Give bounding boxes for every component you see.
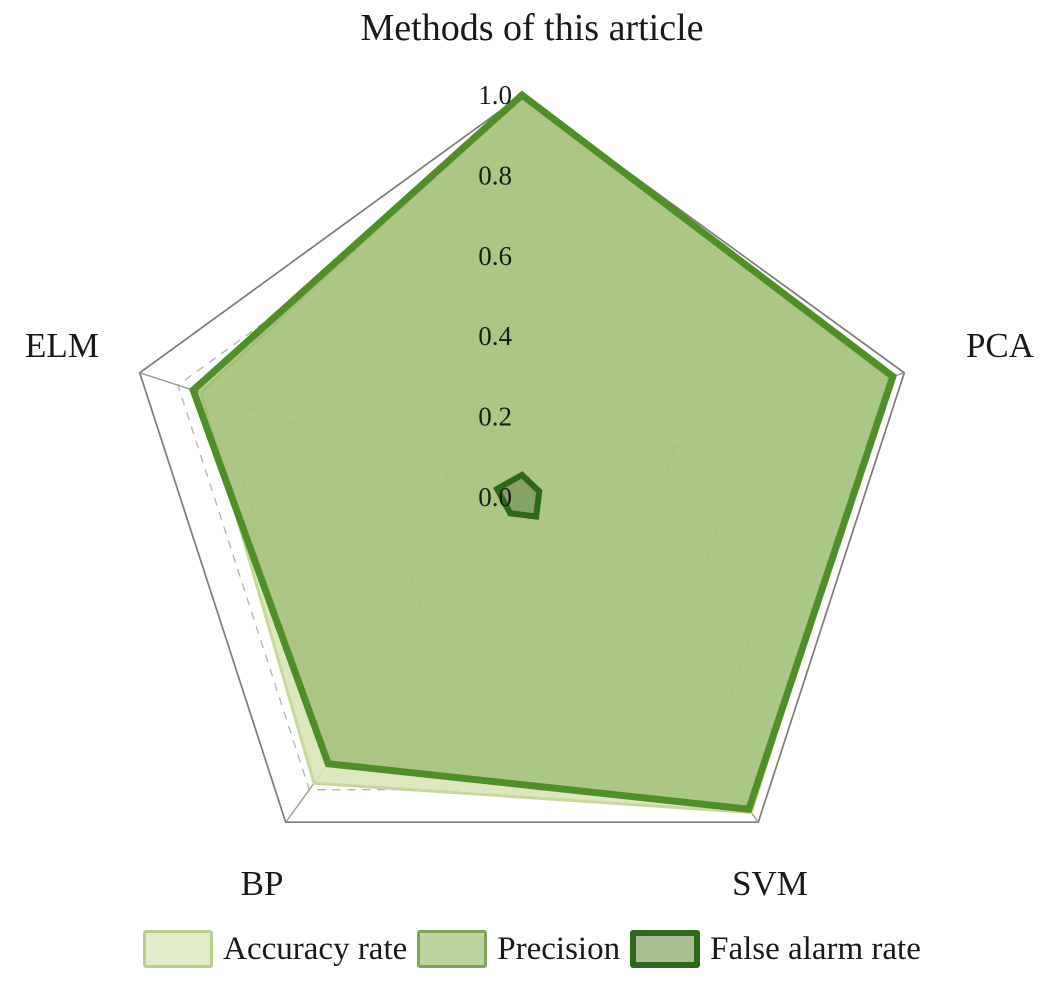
precision-swatch	[417, 930, 488, 968]
precision-label: Precision	[497, 930, 621, 967]
legend-item-precision: Precision	[417, 930, 620, 968]
axis-label-elm: ELM	[25, 326, 99, 365]
grid-ring-dashed	[177, 134, 867, 791]
chart-title: Methods of this article	[360, 7, 704, 49]
axis-label-pca: PCA	[965, 326, 1035, 365]
tick-label: 0.8	[478, 160, 512, 190]
legend-item-false-alarm-rate: False alarm rate	[630, 930, 921, 968]
tick-label: 0.4	[478, 321, 512, 351]
accuracy-rate-swatch	[143, 930, 214, 968]
tick-label: 0.0	[478, 482, 512, 512]
series-polygon-precision	[189, 90, 898, 813]
tick-label: 1.0	[478, 80, 512, 110]
legend-item-accuracy-rate: Accuracy rate	[143, 930, 407, 968]
axis-label-svm: SVM	[732, 864, 808, 903]
series-polygon-false-alarm-rate	[493, 471, 543, 520]
false-alarm-rate-swatch	[630, 930, 701, 968]
tick-label: 0.2	[478, 402, 512, 432]
false-alarm-rate-label: False alarm rate	[710, 930, 921, 967]
tick-label: 0.6	[478, 241, 512, 271]
accuracy-rate-label: Accuracy rate	[223, 930, 408, 967]
legend: Accuracy rate Precision False alarm rate	[0, 930, 1064, 968]
grid-ring-outer	[138, 93, 906, 824]
axis-label-bp: BP	[240, 864, 284, 903]
